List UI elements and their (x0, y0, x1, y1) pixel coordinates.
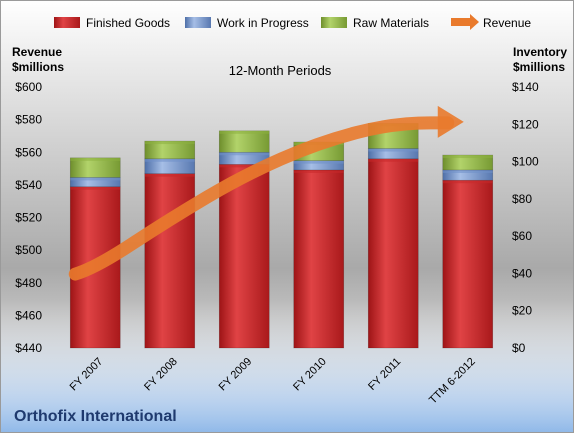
bar-segment-finished-goods-top (70, 187, 120, 190)
legend-label-work-in-progress: Work in Progress (217, 16, 309, 30)
chart-title: 12-Month Periods (229, 63, 332, 78)
company-name: Orthofix International (14, 408, 177, 425)
bar-segment-raw-materials-top (443, 155, 493, 158)
bar-segment-work-in-progress-top (443, 170, 493, 173)
left-axis-tick-label: $500 (15, 243, 42, 257)
left-axis-tick-label: $460 (15, 308, 42, 322)
left-axis-tick-label: $520 (15, 211, 42, 225)
bar-segment-work-in-progress-top (368, 149, 418, 152)
bar-segment-raw-materials-top (145, 141, 195, 144)
legend-label-raw-materials: Raw Materials (353, 16, 429, 30)
left-axis-tick-label: $440 (15, 341, 42, 355)
right-axis-tick-label: $0 (512, 341, 526, 355)
legend-swatch-raw-materials (321, 17, 347, 28)
left-axis-tick-label: $600 (15, 80, 42, 94)
left-axis-tick-label: $580 (15, 113, 42, 127)
legend-swatch-work-in-progress (185, 17, 211, 28)
right-axis-tick-label: $40 (512, 266, 532, 280)
right-axis-tick-label: $20 (512, 304, 532, 318)
bar-segment-finished-goods (443, 180, 493, 348)
legend-label-revenue: Revenue (483, 16, 531, 30)
bar-segment-raw-materials (219, 131, 269, 152)
left-axis-title-line2: $millions (12, 60, 64, 74)
bar-segment-work-in-progress-top (70, 177, 120, 180)
right-axis-tick-label: $100 (512, 155, 539, 169)
right-axis-tick-label: $140 (512, 80, 539, 94)
bar-segment-finished-goods-top (145, 174, 195, 177)
bar-segment-finished-goods (368, 159, 418, 348)
right-axis-tick-label: $120 (512, 117, 539, 131)
bar-segment-raw-materials-top (70, 158, 120, 161)
left-axis-tick-label: $560 (15, 145, 42, 159)
right-axis-title-line2: $millions (513, 60, 565, 74)
right-axis-tick-label: $60 (512, 229, 532, 243)
right-axis-tick-label: $80 (512, 192, 532, 206)
legend-swatch-finished-goods (54, 17, 80, 28)
left-axis-title-line1: Revenue (12, 45, 62, 59)
left-axis-tick-label: $540 (15, 178, 42, 192)
bar-segment-work-in-progress-top (219, 152, 269, 155)
bar-segment-finished-goods (145, 174, 195, 348)
bar-segment-finished-goods-top (443, 180, 493, 183)
bar-segment-work-in-progress-top (145, 159, 195, 162)
left-axis-tick-label: $480 (15, 276, 42, 290)
bar-segment-finished-goods-top (368, 159, 418, 162)
bar-segment-raw-materials-top (219, 131, 269, 134)
left-axis-ticks: $440 $460 $480 $500 $520 $540 $560 $580 $600 (15, 80, 42, 355)
bar-segment-finished-goods-top (294, 170, 344, 173)
right-axis-title-line1: Inventory (513, 45, 567, 59)
legend-label-finished-goods: Finished Goods (86, 16, 170, 30)
bar-segment-work-in-progress-top (294, 161, 344, 164)
bar-segment-finished-goods (294, 170, 344, 348)
